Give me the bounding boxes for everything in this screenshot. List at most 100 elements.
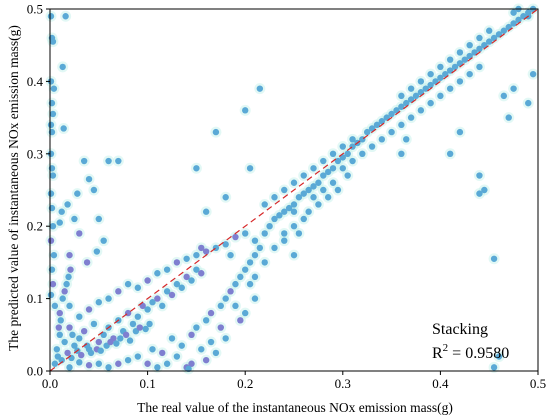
data-point <box>417 78 425 85</box>
data-point <box>95 338 103 346</box>
data-point <box>227 288 234 295</box>
data-point <box>456 128 464 136</box>
data-point <box>115 360 122 367</box>
data-point <box>68 354 75 362</box>
data-point <box>202 317 210 324</box>
data-point <box>95 360 103 367</box>
y-tick-label: 0.0 <box>27 364 43 379</box>
data-point <box>66 324 73 331</box>
data-point <box>290 223 298 230</box>
data-point <box>124 280 132 288</box>
x-tick-label: 0.2 <box>237 376 253 391</box>
r2-annotation: R2 = 0.9580 <box>432 342 509 362</box>
data-point <box>97 347 104 354</box>
data-point <box>53 346 61 353</box>
data-point <box>237 273 244 281</box>
data-point <box>163 360 171 367</box>
data-point <box>515 16 522 24</box>
data-point <box>115 157 122 165</box>
data-point <box>173 259 181 266</box>
data-point <box>373 121 381 129</box>
data-point <box>324 194 332 201</box>
data-point <box>139 302 146 310</box>
data-point <box>246 259 254 266</box>
data-point <box>212 128 220 136</box>
data-point <box>47 291 55 299</box>
data-point <box>261 201 268 208</box>
data-point <box>510 85 517 92</box>
data-point <box>193 324 200 331</box>
data-point <box>525 99 532 107</box>
data-point <box>388 128 395 136</box>
data-point <box>113 340 120 347</box>
data-point <box>49 38 57 45</box>
data-point <box>310 183 317 190</box>
data-point <box>500 92 508 100</box>
data-point <box>300 190 307 197</box>
data-point <box>427 81 434 89</box>
data-point <box>124 356 132 364</box>
data-point <box>87 349 95 357</box>
data-point <box>105 295 112 302</box>
data-point <box>446 56 454 63</box>
data-point <box>59 63 66 71</box>
data-point <box>232 233 239 241</box>
data-point <box>261 259 268 266</box>
data-point <box>105 364 112 371</box>
data-point <box>500 27 508 34</box>
data-point <box>520 13 527 20</box>
data-point <box>471 49 478 56</box>
data-point <box>185 365 192 373</box>
y-axis-ticks: 0.0 0.1 0.2 0.3 0.4 0.5 <box>27 2 50 379</box>
data-point <box>285 204 293 212</box>
y-tick-label: 0.1 <box>27 291 43 306</box>
data-point <box>242 266 249 273</box>
data-point <box>198 346 205 353</box>
data-point <box>456 49 464 56</box>
data-point <box>378 118 386 125</box>
data-point <box>407 85 415 92</box>
data-point <box>456 60 464 67</box>
data-point <box>368 143 376 150</box>
data-point <box>271 215 278 223</box>
data-point <box>242 309 249 317</box>
data-point <box>334 157 342 165</box>
data-point <box>403 136 410 143</box>
data-point <box>58 356 65 364</box>
data-point <box>481 186 488 194</box>
data-point <box>442 70 449 78</box>
data-point <box>100 331 107 338</box>
y-tick-label: 0.3 <box>27 146 43 161</box>
data-point <box>212 349 220 357</box>
data-point <box>49 280 57 288</box>
data-point <box>59 295 66 302</box>
r2-prefix: R <box>432 345 443 362</box>
data-point <box>232 302 239 310</box>
data-point <box>183 273 190 281</box>
identity-reference-line <box>49 8 539 372</box>
data-point <box>417 107 425 114</box>
data-point <box>437 63 444 71</box>
data-point <box>122 331 130 338</box>
data-point <box>334 186 342 194</box>
data-point <box>144 360 151 367</box>
data-point <box>237 317 244 324</box>
data-point <box>168 335 176 342</box>
data-point <box>495 31 503 38</box>
data-point <box>329 179 337 186</box>
data-point <box>85 306 93 313</box>
data-point <box>55 324 62 331</box>
data-point <box>246 280 254 288</box>
data-point <box>232 280 239 288</box>
data-point <box>76 359 83 366</box>
data-point <box>60 125 67 132</box>
data-point <box>85 175 93 183</box>
data-point <box>368 125 376 132</box>
data-point <box>378 136 386 143</box>
data-point <box>271 194 278 201</box>
data-point <box>364 128 371 136</box>
data-point <box>126 337 134 344</box>
data-point <box>71 215 78 223</box>
data-point <box>427 70 434 78</box>
